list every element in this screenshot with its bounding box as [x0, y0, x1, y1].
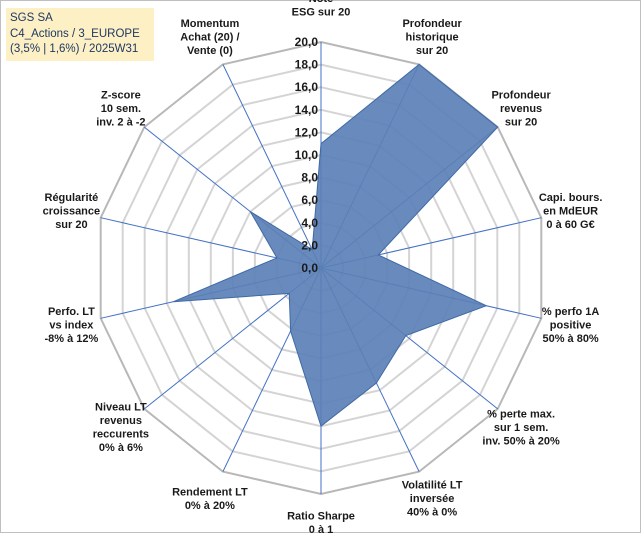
tick-label: 0,0: [301, 261, 318, 275]
axis-label-line: Rendement LT: [172, 486, 248, 498]
axis-label-line: -8% à 12%: [44, 333, 98, 345]
axis-label-line: revenus: [100, 415, 142, 427]
axis-label-line: inv. 2 à -2: [96, 116, 145, 128]
axis-label-line: Z-score: [101, 89, 141, 101]
tick-label: 2,0: [301, 238, 318, 252]
axis-label-line: % perfo 1A: [542, 306, 600, 318]
axis-label-line: sur 20: [416, 45, 448, 57]
tick-label: 10,0: [295, 148, 319, 162]
axis-label: Rendement LT 0% à 20%: [172, 486, 248, 512]
axis-label-line: Volatilité LT: [402, 480, 463, 492]
axis-label: Niveau LT revenus reccurents 0% à 6%: [93, 402, 149, 455]
axis-label-line: croissance: [43, 205, 100, 217]
axis-label-line: positive: [550, 319, 592, 331]
axis-label-line: Capi. bours.: [539, 192, 603, 204]
axis-label-line: 0% à 6%: [99, 442, 143, 454]
tick-label: 4,0: [301, 216, 318, 230]
info-line-company: SGS SA: [10, 12, 53, 24]
series-layer: [173, 63, 499, 428]
axis-label-line: Niveau LT: [95, 402, 147, 414]
axis-label: % perte max. sur 1 sem. inv. 50% à 20%: [482, 409, 560, 448]
series-area: [173, 63, 499, 428]
axis-label: Régularité croissance sur 20: [43, 192, 100, 231]
axis-label-line: Momentum: [181, 18, 240, 30]
info-line-period: (3,5% | 1,6%) / 2025W31: [10, 43, 139, 55]
axis-label-line: Achat (20) /: [180, 32, 239, 44]
axis-label: Ratio Sharpe 0 à 1: [287, 510, 355, 533]
tick-layer: 0,0 2,0 4,0 6,0 8,0 10,0 12,0 14,0 16,0 18,0 20,0: [295, 35, 319, 275]
axis-label-line: % perte max.: [487, 409, 555, 421]
tick-label: 8,0: [301, 171, 318, 185]
axis-label-line: 0% à 20%: [185, 500, 235, 512]
axis-label: Volatilité LT inversée 40% à 0%: [402, 480, 463, 519]
axis-label: Perfo. LT vs index -8% à 12%: [44, 306, 98, 345]
info-box: SGS SA C4_Actions / 3_EUROPE (3,5% | 1,6…: [6, 8, 154, 61]
axis-label-line: Profondeur: [491, 89, 551, 101]
axis-label-line: vs index: [49, 319, 94, 331]
axis-label-line: Régularité: [45, 192, 99, 204]
axis-label: NoteESG sur 20: [292, 0, 351, 18]
axis-label-line: sur 20: [505, 116, 537, 128]
info-line-category: C4_Actions / 3_EUROPE: [10, 27, 140, 40]
axis-label-line: Vente (0): [187, 45, 233, 57]
axis-label: Z-score 10 sem. inv. 2 à -2: [96, 89, 145, 128]
axis-label-line: 40% à 0%: [407, 507, 457, 519]
axis-label-line: sur 20: [55, 219, 87, 231]
axis-label-line: historique: [406, 32, 459, 44]
tick-label: 6,0: [301, 193, 318, 207]
axis-label-line: inv. 50% à 20%: [482, 436, 560, 448]
axis-label: Capi. bours. en MdEUR 0 à 60 G€: [539, 192, 603, 231]
axis-label: Momentum Achat (20) / Vente (0): [180, 18, 239, 57]
tick-label: 18,0: [295, 58, 319, 72]
axis-label-line: revenus: [500, 103, 542, 115]
tick-label: 20,0: [295, 35, 319, 49]
tick-label: 16,0: [295, 80, 319, 94]
axis-label-line: Profondeur: [402, 18, 462, 30]
axis-label-line: 0 à 60 G€: [546, 219, 594, 231]
axis-label-line: en MdEUR: [543, 205, 598, 217]
axis-label-line: 10 sem.: [101, 103, 141, 115]
axis-label-line: ESG sur 20: [292, 6, 351, 18]
axis-label-line: Note: [309, 0, 333, 5]
axis-label: % perfo 1A positive 50% à 80%: [542, 306, 600, 345]
axis-label-line: reccurents: [93, 429, 149, 441]
axis-label-line: sur 1 sem.: [494, 422, 548, 434]
tick-label: 12,0: [295, 125, 319, 139]
axis-label-line: Ratio Sharpe: [287, 510, 355, 522]
axis-label: Profondeur historique sur 20: [402, 18, 462, 57]
axis-label-line: 0 à 1: [309, 524, 333, 533]
axis-label-line: inversée: [410, 493, 455, 505]
axis-spoke: [222, 64, 322, 269]
axis-label-line: 50% à 80%: [542, 333, 598, 345]
axis-label-line: Perfo. LT: [48, 306, 95, 318]
tick-label: 14,0: [295, 103, 319, 117]
axis-label: Profondeur revenus sur 20: [491, 89, 551, 128]
